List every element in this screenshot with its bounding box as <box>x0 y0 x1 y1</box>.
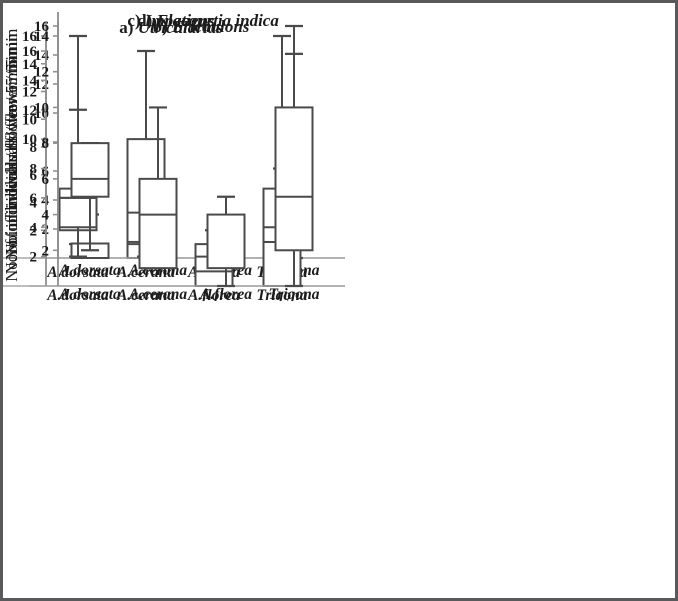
y-tick-label: 10 <box>34 100 49 116</box>
y-tick-label: 2 <box>42 243 50 259</box>
x-category-label: Trigona <box>256 287 307 301</box>
y-tick-label: 14 <box>22 73 38 89</box>
iqr-box <box>274 106 314 252</box>
y-tick-label: 6 <box>30 168 38 184</box>
box-group-a-cerana <box>138 106 178 270</box>
y-tick-label: 16 <box>22 29 38 45</box>
y-tick-label: 4 <box>42 208 50 224</box>
iqr-box <box>206 213 246 270</box>
y-tick-label: 8 <box>30 140 38 156</box>
iqr-box <box>138 177 178 270</box>
box-group-a-dorsata <box>70 142 110 252</box>
y-tick-label: 12 <box>22 103 37 119</box>
y-tick-label: 10 <box>22 132 37 148</box>
panel-title: b) Ericaulons <box>153 17 250 36</box>
y-tick-label: 14 <box>34 29 50 45</box>
x-category-label: A.dorsata <box>46 287 109 301</box>
y-tick-label: 6 <box>42 172 50 188</box>
x-category-label: A.dorsata <box>46 264 109 281</box>
y-tick-label: 12 <box>34 65 49 81</box>
y-tick-label: 6 <box>30 191 38 207</box>
y-tick-label: 4 <box>30 220 38 236</box>
x-category-label: A.dorsata <box>58 286 121 301</box>
x-category-label: A.florea <box>187 287 240 301</box>
y-tick-label: 10 <box>22 112 37 128</box>
y-tick-label: 2 <box>30 250 38 266</box>
y-tick-label: 16 <box>22 44 38 60</box>
x-category-label: A.florea <box>199 286 252 301</box>
y-axis-title: No. of individuals / flower / 5 min <box>3 34 21 260</box>
y-tick-label: 8 <box>30 162 38 178</box>
x-category-label: A.dorsata <box>58 262 121 279</box>
box-group-a-florea <box>206 195 246 288</box>
box-group-trigona <box>274 52 314 288</box>
panel-title: d) Flacourtia indica <box>137 11 279 30</box>
y-tick-label: 4 <box>30 196 38 212</box>
y-tick-label: 14 <box>22 57 38 73</box>
y-tick-label: 8 <box>42 136 50 152</box>
y-axis-title: No. of individuals / flower / 5 min <box>3 29 21 255</box>
y-axis-title: No. of individuals / flower / 5 min <box>3 48 21 274</box>
y-tick-group: 2 4 6 8 10 12 14 <box>34 29 58 259</box>
y-tick-label: 2 <box>30 223 38 239</box>
panel-title: c) Impatiens <box>127 11 215 30</box>
x-category-label: A.cerana <box>116 287 175 301</box>
y-axis-title: No. of individuals / flower / 5 min <box>3 55 21 281</box>
iqr-box <box>70 142 110 198</box>
y-tick-label: 12 <box>22 85 37 101</box>
x-category-label: Trigona <box>268 286 319 301</box>
panel-title: a) Utricularias <box>119 18 223 37</box>
x-category-label: A.cerana <box>128 286 187 301</box>
y-tick-label: 16 <box>34 19 50 35</box>
